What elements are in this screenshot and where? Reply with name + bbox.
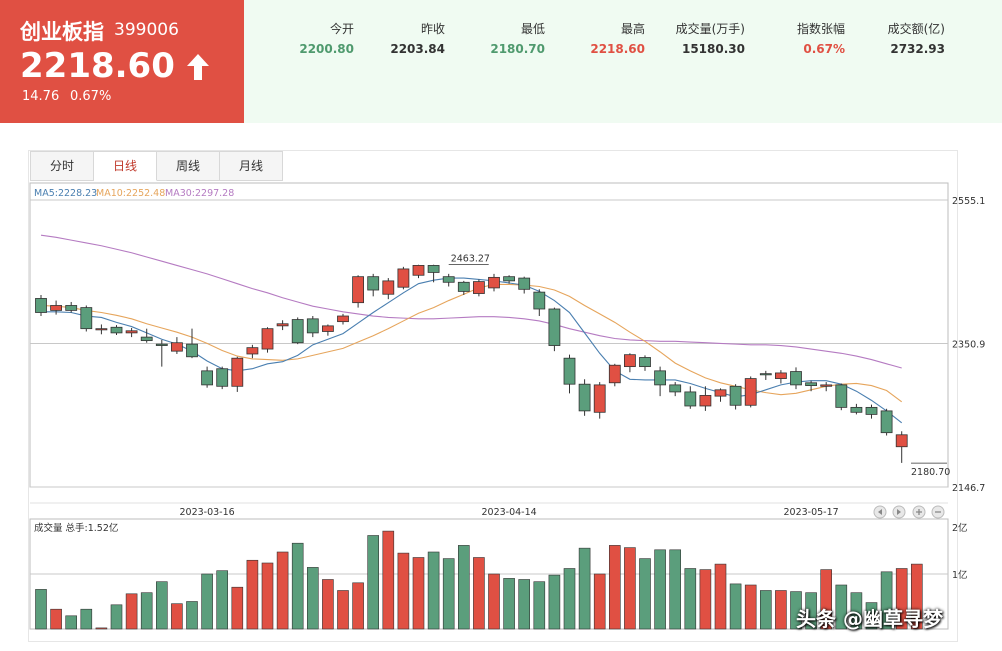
stat-value: 0.67%	[803, 42, 845, 56]
tab-daily[interactable]: 日线	[94, 151, 157, 181]
stat-low: 最低 2180.70	[435, 20, 545, 56]
stat-volume: 成交量(万手) 15180.30	[635, 20, 745, 56]
tab-weekly[interactable]: 周线	[157, 151, 220, 181]
stat-label: 指数张幅	[796, 22, 845, 36]
price-change: 14.76	[22, 89, 60, 104]
stat-turnover: 成交额(亿) 2732.93	[835, 20, 945, 56]
stat-change-pct: 指数张幅 0.67%	[735, 20, 845, 56]
stat-label: 昨收	[420, 22, 445, 36]
chart-card	[28, 150, 958, 642]
stat-prev-close: 昨收 2203.84	[335, 20, 445, 56]
index-name: 创业板指	[20, 20, 104, 44]
price-change-pct: 0.67%	[70, 89, 112, 104]
stat-label: 最高	[620, 22, 645, 36]
period-tabs: 分时 日线 周线 月线	[30, 151, 283, 181]
stat-value: 2732.93	[890, 42, 945, 56]
tab-monthly[interactable]: 月线	[220, 151, 283, 181]
stat-value: 2203.84	[390, 42, 445, 56]
stat-label: 今开	[329, 22, 354, 36]
stat-label: 成交量(万手)	[675, 22, 745, 36]
stat-value: 2180.70	[490, 42, 545, 56]
tab-intraday[interactable]: 分时	[30, 151, 94, 181]
stat-value: 2218.60	[590, 42, 645, 56]
stats-strip: 今开 2200.80 昨收 2203.84 最低 2180.70 最高 2218…	[244, 0, 1002, 123]
quote-panel: 创业板指 399006 2218.60 14.76 0.67%	[0, 0, 244, 123]
stat-open: 今开 2200.80	[244, 20, 354, 56]
stat-label: 成交额(亿)	[887, 22, 945, 36]
stat-value: 15180.30	[681, 42, 745, 56]
arrow-up-icon	[187, 54, 209, 80]
stat-label: 最低	[520, 22, 545, 36]
current-price: 2218.60	[20, 46, 175, 86]
watermark: 头条 @幽草寻梦	[796, 607, 943, 631]
stat-value: 2200.80	[299, 42, 354, 56]
index-code: 399006	[114, 20, 179, 40]
stat-high: 最高 2218.60	[535, 20, 645, 56]
